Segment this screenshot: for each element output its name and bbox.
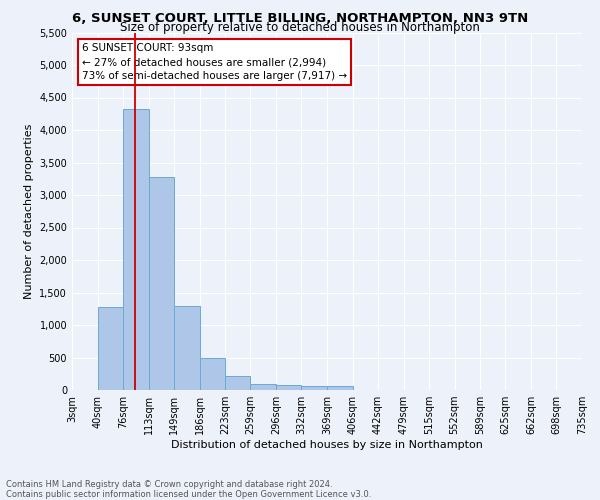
X-axis label: Distribution of detached houses by size in Northampton: Distribution of detached houses by size … <box>171 440 483 450</box>
Bar <box>327 386 353 390</box>
Bar <box>301 386 327 390</box>
Text: Contains HM Land Registry data © Crown copyright and database right 2024.
Contai: Contains HM Land Registry data © Crown c… <box>6 480 371 499</box>
Bar <box>149 178 174 390</box>
Bar <box>174 306 199 390</box>
Text: Size of property relative to detached houses in Northampton: Size of property relative to detached ho… <box>120 22 480 35</box>
Bar <box>250 384 276 390</box>
Text: 6, SUNSET COURT, LITTLE BILLING, NORTHAMPTON, NN3 9TN: 6, SUNSET COURT, LITTLE BILLING, NORTHAM… <box>72 12 528 24</box>
Bar <box>98 308 123 390</box>
Bar <box>123 108 149 390</box>
Y-axis label: Number of detached properties: Number of detached properties <box>24 124 34 299</box>
Bar <box>276 385 301 390</box>
Bar <box>225 376 250 390</box>
Bar <box>199 358 225 390</box>
Text: 6 SUNSET COURT: 93sqm
← 27% of detached houses are smaller (2,994)
73% of semi-d: 6 SUNSET COURT: 93sqm ← 27% of detached … <box>82 43 347 81</box>
